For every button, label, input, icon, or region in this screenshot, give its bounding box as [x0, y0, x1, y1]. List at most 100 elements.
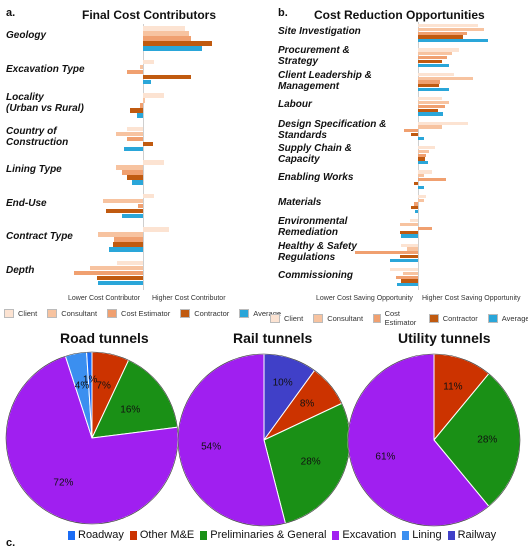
chart-a-legend-label: Consultant	[61, 309, 98, 318]
chart-b-bar-client	[418, 194, 427, 199]
chart-a-bar-contractor	[143, 141, 153, 146]
chart-a-xlabel-right: Higher Cost Contributor	[152, 295, 226, 302]
chart-b-bar-consultant	[418, 174, 424, 178]
pie-legend-swatch	[332, 530, 340, 540]
pie-legend-swatch	[402, 530, 410, 540]
chart-b-bar-cost-estimator	[404, 129, 418, 133]
chart-b-bar-cost-estimator	[418, 80, 441, 84]
chart-b-bar-average	[418, 185, 424, 189]
pie-legend-item: Excavation	[332, 529, 396, 541]
chart-a-category-label: Lining Type	[6, 164, 62, 175]
chart-b-bar-contractor	[418, 157, 425, 161]
chart-a-title: Final Cost Contributors	[82, 8, 216, 22]
chart-b-bar-average	[397, 283, 418, 287]
chart-a-bar-contractor	[112, 242, 143, 247]
pie-slice-label: 1%	[82, 374, 98, 386]
chart-a-category-label: Excavation Type	[6, 63, 85, 75]
chart-b-bar-average	[418, 161, 428, 165]
pie-outline	[347, 353, 521, 527]
chart-a-legend-label: Client	[18, 309, 38, 318]
chart-b-legend-item: Cost Estimator	[373, 309, 419, 327]
chart-a-bar-consultant	[139, 64, 143, 69]
pie-legend-swatch	[68, 530, 75, 540]
chart-a-category-label: Depth	[6, 264, 35, 276]
chart-a-category-label: Geology	[6, 30, 47, 41]
chart-a-bar-client	[143, 160, 164, 165]
chart-b-bar-cost-estimator	[413, 202, 418, 206]
chart-b-category-label: Site Investigation	[278, 26, 361, 37]
chart-b-bar-average	[390, 258, 418, 263]
pie-legend-item: Lining	[402, 529, 442, 541]
pie-legend-label: Roadway	[78, 529, 124, 541]
chart-b-category-label: Supply Chain & Capacity	[278, 143, 352, 165]
chart-a-bar-contractor	[143, 41, 212, 46]
chart-a-bar-client	[143, 59, 155, 64]
chart-b-bar-client	[418, 24, 479, 28]
chart-b-bar-contractor	[401, 279, 418, 283]
chart-b-bar-client	[418, 48, 459, 52]
chart-b-bar-average	[418, 88, 449, 92]
chart-a-bar-average	[143, 79, 151, 84]
chart-b-bar-cost-estimator	[418, 153, 427, 157]
chart-b-bar-contractor	[411, 133, 418, 137]
chart-a-bar-consultant	[143, 98, 145, 103]
chart-b-category-label: Client Leadership & Management	[278, 69, 372, 92]
chart-b-title: Cost Reduction Opportunities	[314, 8, 485, 22]
chart-b-category-label: Procurement & Strategy	[278, 45, 350, 68]
pie-road-title: Road tunnels	[60, 330, 149, 346]
chart-a-bar-cost-estimator	[74, 270, 143, 275]
chart-a-xlabel-left: Lower Cost Contributor	[68, 295, 140, 302]
chart-b-bar-cost-estimator	[418, 31, 467, 35]
chart-b-bar-cost-estimator	[395, 275, 418, 279]
chart-b-bar-average	[418, 63, 449, 67]
chart-b-category-label: Commissioning	[278, 270, 354, 281]
chart-a-bar-average	[122, 213, 143, 218]
chart-b-legend-label: Average	[501, 313, 528, 323]
chart-b-bar-client	[390, 268, 418, 272]
chart-a-bar-client	[117, 260, 143, 265]
chart-a-bar-contractor	[106, 208, 143, 213]
pie-legend-label: Other M&E	[139, 529, 195, 541]
chart-a-legend-item: Contractor	[180, 309, 229, 318]
chart-b-category-label: Healthy & Safety Regulations	[278, 240, 357, 263]
pie-slice-label: 8%	[299, 398, 315, 410]
chart-b-bar-contractor	[418, 108, 438, 112]
chart-a-bar-cost-estimator	[143, 36, 191, 41]
chart-b-bar-average	[418, 136, 424, 141]
chart-b-legend-label: Consultant	[327, 313, 364, 323]
chart-b-legend-swatch	[270, 313, 280, 323]
chart-a-category-label: End-Use	[6, 197, 47, 209]
chart-a-bar-client	[143, 193, 155, 198]
chart-a-legend-item: Cost Estimator	[107, 309, 170, 318]
chart-b-bar-client	[418, 97, 442, 101]
chart-a-legend: Client Consultant Cost Estimator Contractor…	[4, 309, 291, 318]
chart-b-bar-consultant	[418, 101, 449, 105]
chart-a-bar-contractor	[127, 175, 143, 180]
chart-a-bar-client	[143, 93, 164, 98]
chart-a-bar-client	[127, 126, 143, 131]
chart-a-bar-cost-estimator	[122, 170, 143, 175]
chart-a-bar-cost-estimator	[127, 136, 143, 141]
chart-b-bar-consultant	[418, 149, 430, 154]
chart-b-bar-average	[415, 210, 418, 214]
chart-a-legend-swatch	[47, 309, 58, 318]
pie-legend-label: Lining	[412, 529, 442, 541]
chart-a-category-label: Contract Type	[6, 231, 73, 242]
pie-legend-swatch	[129, 530, 137, 540]
chart-b-legend-item: Contractor	[428, 313, 478, 323]
chart-b-bar-client	[401, 243, 418, 247]
chart-b-xlabel-left: Lower Cost Saving Opportunity	[316, 295, 413, 302]
chart-b-bar-average	[418, 39, 488, 43]
chart-b-legend-swatch	[313, 313, 324, 323]
chart-b-legend-swatch	[487, 313, 498, 323]
pie-utility-title: Utility tunnels	[398, 330, 491, 346]
chart-a-bar-average	[123, 146, 143, 151]
chart-b-bar-contractor	[413, 181, 418, 186]
chart-b-bar-consultant	[418, 52, 452, 56]
chart-a-category-label: Country of Construction	[6, 125, 69, 148]
chart-a-legend-label: Contractor	[194, 309, 230, 318]
chart-b-legend-swatch	[373, 313, 381, 323]
chart-a-legend-swatch	[107, 309, 118, 318]
chart-a-bar-average	[131, 180, 143, 185]
pie-slice-label: 54%	[201, 441, 222, 453]
